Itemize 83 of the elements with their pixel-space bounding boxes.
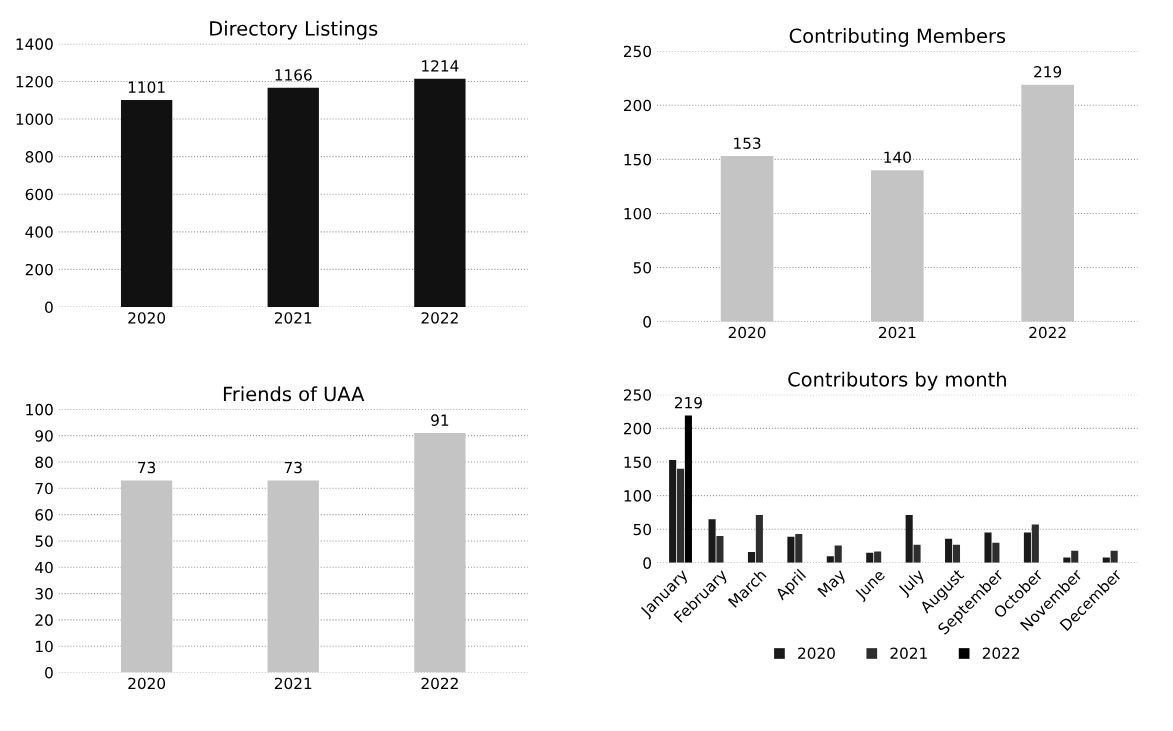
bar	[905, 515, 913, 563]
bar	[874, 551, 882, 563]
bar	[1110, 550, 1118, 563]
y-tick-label: 250	[623, 45, 651, 58]
y-tick-label: 50	[35, 535, 53, 547]
legend-label: 2020	[798, 647, 835, 660]
y-tick-label: 0	[45, 301, 53, 314]
x-tick-label: 2021	[274, 677, 312, 690]
bar	[1102, 557, 1110, 563]
data-label: 73	[284, 461, 302, 474]
legend-label: 2021	[890, 647, 927, 660]
bar	[795, 533, 803, 563]
x-tick-label: 2020	[728, 326, 766, 339]
y-tick-label: 250	[623, 389, 651, 401]
bar	[834, 545, 842, 563]
x-tick-label: 2022	[421, 677, 458, 690]
data-label: 153	[734, 137, 761, 149]
y-tick-label: 200	[623, 422, 651, 435]
y-tick-label: 1400	[16, 38, 53, 50]
bar	[871, 170, 924, 322]
x-tick-label: 2020	[128, 677, 166, 690]
y-tick-label: 200	[25, 263, 53, 276]
bar	[669, 459, 677, 563]
y-tick-label: 800	[25, 151, 53, 163]
bar	[676, 468, 685, 563]
y-tick-label: 150	[624, 153, 651, 166]
x-tick-label: 2020	[128, 312, 166, 324]
data-label: 219	[1034, 66, 1062, 78]
y-tick-label: 100	[26, 403, 53, 416]
chart-title: Directory Listings	[210, 20, 378, 40]
bar	[984, 532, 992, 563]
bar	[1023, 532, 1031, 563]
y-tick-label: 0	[643, 557, 651, 569]
bar	[684, 415, 692, 563]
bar	[952, 544, 961, 563]
bar	[913, 544, 921, 563]
data-label: 219	[674, 396, 702, 409]
bar	[992, 542, 1000, 563]
data-label: 1214	[422, 60, 459, 72]
bar	[1021, 84, 1074, 322]
y-tick-label: 100	[624, 490, 651, 502]
data-label: 73	[138, 461, 156, 474]
y-tick-label: 200	[623, 99, 651, 112]
x-tick-label: 2022	[421, 312, 458, 324]
legend-label: 2022	[982, 647, 1020, 660]
x-tick-label: 2021	[879, 326, 916, 339]
chart-title: Contributing Members	[789, 28, 1006, 47]
bar	[708, 519, 716, 563]
bar	[1071, 550, 1079, 563]
bar	[720, 156, 774, 322]
y-tick-label: 90	[35, 430, 53, 442]
bar	[787, 536, 795, 563]
y-tick-label: 70	[35, 482, 53, 495]
y-tick-label: 1000	[16, 113, 53, 126]
data-label: 140	[884, 151, 911, 164]
data-label: 1166	[275, 69, 312, 81]
y-tick-label: 400	[25, 226, 53, 238]
y-tick-label: 20	[35, 614, 53, 626]
y-tick-label: 80	[35, 456, 53, 469]
y-tick-label: 10	[36, 640, 53, 653]
bar	[1063, 557, 1071, 563]
chart-title: Contributors by month	[788, 371, 1006, 391]
y-tick-label: 100	[624, 207, 651, 220]
data-label: 91	[431, 414, 449, 426]
bar	[716, 535, 724, 563]
y-tick-label: 150	[624, 456, 651, 469]
bar	[747, 552, 756, 563]
y-tick-label: 50	[633, 262, 651, 274]
y-tick-label: 40	[35, 561, 53, 574]
x-tick-label: 2022	[1029, 326, 1066, 339]
bar	[945, 538, 953, 563]
y-tick-label: 0	[45, 666, 53, 679]
bar	[755, 515, 763, 563]
y-tick-label: 600	[25, 188, 53, 201]
chart-title: Friends of UAA	[223, 386, 365, 402]
y-tick-label: 30	[35, 588, 53, 600]
bar	[1031, 524, 1039, 563]
x-tick-label: 2021	[274, 312, 312, 324]
y-tick-label: 50	[633, 523, 651, 536]
y-tick-label: 0	[643, 316, 651, 328]
data-label: 1101	[128, 81, 165, 93]
y-tick-label: 1200	[16, 75, 53, 88]
y-tick-label: 60	[35, 509, 53, 521]
